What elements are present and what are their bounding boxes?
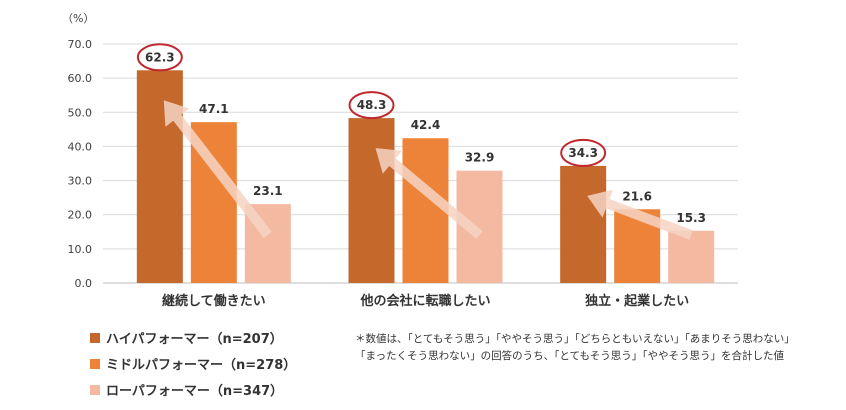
legend-swatch-middle	[90, 358, 100, 369]
legend-label-middle: ミドルパフォーマー（n=278）	[106, 358, 297, 373]
bar	[402, 138, 449, 283]
y-tick-label: 60.0	[68, 72, 93, 85]
data-label: 23.1	[253, 184, 283, 198]
data-labels: 62.3 47.1 23.1 48.3 42.4 32.9 34.3 21.6 15.3	[145, 50, 706, 224]
y-tick-label: 70.0	[68, 38, 93, 51]
y-tick-labels: 0.0 10.0 20.0 30.0 40.0 50.0 60.0 70.0	[68, 38, 93, 290]
category-label: 他の会社に転職したい	[359, 293, 490, 309]
bar-chart: （%） 0.0 10.0 20.0 30.0 40.0 50.0 60.0 70.0 62.3…	[62, 12, 738, 309]
footnote: ＊数値は、「とてもそう思う」「ややそう思う」「どちらともいえない」「あまりそう思…	[355, 331, 795, 365]
legend-item-middle: ミドルパフォーマー（n=278）	[90, 354, 296, 373]
data-label: 62.3	[145, 50, 175, 64]
legend-label-high: ハイパフォーマー（n=207）	[106, 332, 283, 347]
legend-swatch-high	[90, 332, 100, 343]
data-label: 48.3	[357, 98, 387, 112]
legend: ハイパフォーマー（n=207） ミドルパフォーマー（n=278） ローパフォーマ…	[90, 328, 296, 406]
data-label: 21.6	[622, 189, 652, 203]
highlight-circle	[348, 91, 395, 120]
trend-arrow	[163, 100, 272, 239]
legend-item-low: ローパフォーマー（n=347）	[90, 380, 296, 399]
data-label: 47.1	[199, 102, 229, 116]
y-tick-label: 40.0	[68, 140, 93, 153]
legend-label-low: ローパフォーマー（n=347）	[106, 384, 284, 399]
legend-item-high: ハイパフォーマー（n=207）	[90, 328, 296, 347]
trend-arrow	[375, 148, 483, 239]
data-label: 42.4	[411, 118, 441, 132]
category-label: 独立・起業したい	[585, 293, 689, 309]
data-label: 15.3	[676, 211, 706, 225]
highlight-circle	[136, 43, 183, 72]
y-tick-label: 0.0	[75, 277, 93, 290]
bar	[668, 230, 715, 283]
highlight-circle	[560, 138, 607, 167]
y-tick-label: 50.0	[68, 106, 93, 119]
bar	[348, 118, 395, 283]
footnote-line-1: ＊数値は、「とてもそう思う」「ややそう思う」「どちらともいえない」「あまりそう思…	[355, 333, 795, 345]
category-labels: 継続して働きたい 他の会社に転職したい 独立・起業したい	[162, 293, 689, 309]
bar	[560, 165, 607, 283]
footnote-line-2: 「まったくそう思わない」の回答のうち、「とてもそう思う」「ややそう思う」を合計し…	[355, 350, 785, 362]
highlight-circles	[136, 43, 607, 167]
y-tick-label: 20.0	[68, 209, 93, 222]
bar	[136, 70, 183, 283]
y-axis-unit-label: （%）	[62, 12, 94, 25]
data-label: 34.3	[568, 146, 598, 160]
trend-arrows	[163, 100, 693, 240]
category-label: 継続して働きたい	[162, 293, 266, 309]
legend-swatch-low	[90, 384, 100, 395]
y-tick-label: 10.0	[68, 243, 93, 256]
data-label: 32.9	[465, 151, 495, 165]
y-tick-label: 30.0	[68, 175, 93, 188]
trend-arrow	[587, 189, 693, 240]
